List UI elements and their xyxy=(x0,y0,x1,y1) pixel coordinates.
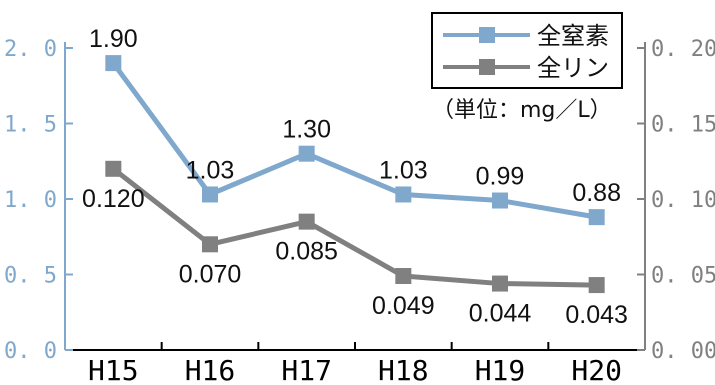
x-tick-label: H18 xyxy=(378,354,429,385)
series-line-nitrogen xyxy=(111,61,598,220)
data-point-phosphorus xyxy=(395,268,412,285)
unit-label: （単位：mg／L） xyxy=(432,98,612,123)
x-tick-label: H16 xyxy=(185,354,236,385)
data-label-phosphorus: 0.120 xyxy=(82,185,145,213)
data-point-nitrogen xyxy=(492,192,508,209)
data-label-nitrogen: 1.30 xyxy=(282,116,331,144)
x-tick-label: H20 xyxy=(571,354,622,385)
right-tick-label: 0. 05 xyxy=(651,264,715,289)
data-label-phosphorus: 0.043 xyxy=(565,301,628,329)
legend-nitrogen-label: 全窒素 xyxy=(537,22,609,50)
legend: 全窒素 全リン xyxy=(431,12,623,89)
left-tick-label: 1. 0 xyxy=(4,188,57,213)
right-tick-label: 0. 20 xyxy=(651,37,715,62)
right-tick-label: 0. 00 xyxy=(651,339,715,364)
left-tick-label: 2. 0 xyxy=(4,37,57,62)
legend-phosphorus-marker xyxy=(479,59,495,75)
data-label-phosphorus: 0.049 xyxy=(372,292,435,320)
data-point-phosphorus xyxy=(105,160,122,177)
data-label-phosphorus: 0.085 xyxy=(275,238,338,266)
data-point-phosphorus xyxy=(202,236,218,253)
legend-nitrogen-marker xyxy=(479,27,495,43)
data-labels: 1.90 1.03 1.30 1.03 0.99 0.88 0.120 0.070 0.085 0… xyxy=(82,25,628,329)
data-label-nitrogen: 1.90 xyxy=(89,25,138,53)
data-point-nitrogen xyxy=(105,55,122,72)
axes: 0. 0 0. 5 1. 0 1. 5 2. 0 0. 00 0. 05 0. 10 0. 15… xyxy=(4,37,715,385)
data-point-phosphorus xyxy=(588,277,605,294)
data-label-nitrogen: 0.88 xyxy=(572,179,621,207)
x-tick-label: H19 xyxy=(475,354,526,385)
data-label-phosphorus: 0.044 xyxy=(469,300,532,328)
left-tick-label: 0. 5 xyxy=(4,264,57,289)
series-lines xyxy=(105,55,605,294)
legend-phosphorus-label: 全リン xyxy=(537,54,609,82)
data-label-nitrogen: 1.03 xyxy=(379,156,428,184)
data-point-phosphorus xyxy=(492,275,508,292)
left-tick-label: 1. 5 xyxy=(4,113,57,138)
data-point-nitrogen xyxy=(202,186,218,203)
x-tick-label: H15 xyxy=(88,354,139,385)
data-point-phosphorus xyxy=(298,213,315,230)
left-tick-label: 0. 0 xyxy=(4,339,57,364)
data-label-nitrogen: 0.99 xyxy=(476,163,525,191)
data-point-nitrogen xyxy=(395,186,412,203)
data-label-nitrogen: 1.03 xyxy=(186,156,235,184)
legend-box xyxy=(431,12,623,89)
data-label-phosphorus: 0.070 xyxy=(179,260,242,288)
right-tick-label: 0. 15 xyxy=(651,113,715,138)
right-tick-label: 0. 10 xyxy=(651,188,715,213)
data-point-nitrogen xyxy=(588,209,605,226)
data-point-nitrogen xyxy=(298,145,315,162)
series-line-phosphorus xyxy=(111,166,597,288)
x-tick-label: H17 xyxy=(281,354,332,385)
